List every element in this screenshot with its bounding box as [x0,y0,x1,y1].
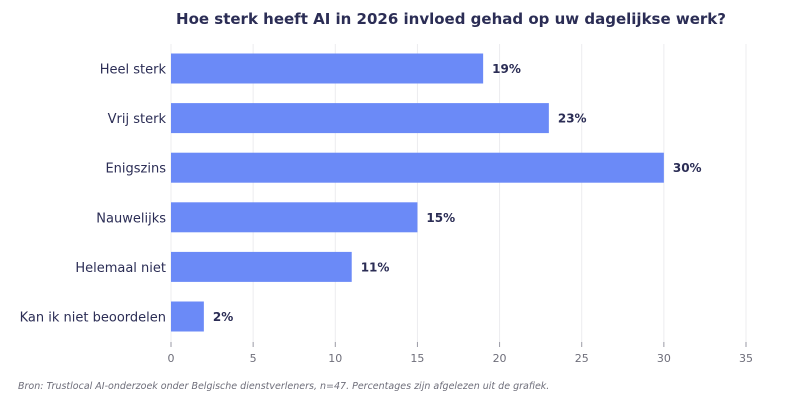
value-label: 2% [213,310,233,324]
category-label: Helemaal niet [75,261,166,276]
category-label: Kan ik niet beoordelen [20,311,166,326]
bars [171,53,664,332]
chart-title: Hoe sterk heeft AI in 2026 invloed gehad… [176,10,726,28]
x-tick-label: 25 [575,352,589,365]
bar [171,103,549,134]
value-label: 23% [558,112,587,126]
x-tick-label: 30 [657,352,671,365]
value-labels: 19% 23% 30% 15% 11% 2% [213,62,702,324]
bar [171,202,418,233]
x-tick-label: 0 [168,352,175,365]
x-tick-label: 35 [739,352,753,365]
bar [171,53,484,84]
value-label: 19% [492,62,521,76]
source-note: Bron: Trustlocal AI-onderzoek onder Belg… [18,381,549,392]
bar [171,152,664,183]
category-label: Vrij sterk [108,112,167,127]
value-label: 30% [673,161,702,175]
bar [171,251,352,282]
bar [171,301,204,332]
x-tick-label: 10 [328,352,342,365]
x-tick-label: 5 [250,352,257,365]
category-label: Nauwelijks [96,211,166,226]
value-label: 11% [361,260,390,274]
value-label: 15% [426,211,455,225]
x-tick-label: 20 [493,352,507,365]
x-axis-ticks: 0 5 10 15 20 25 30 35 [168,342,753,365]
category-labels: Heel sterk Vrij sterk Enigszins Nauwelijks H… [20,63,167,326]
category-label: Heel sterk [100,63,167,78]
x-tick-label: 15 [410,352,424,365]
category-label: Enigszins [105,162,166,177]
gridlines [170,44,747,342]
